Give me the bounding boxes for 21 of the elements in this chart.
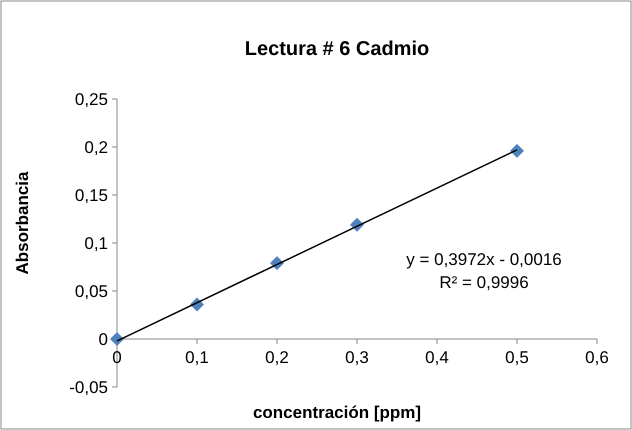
y-tick-label: 0,2 bbox=[84, 138, 108, 157]
y-tick-label: -0,05 bbox=[69, 378, 108, 397]
y-tick-label: 0,1 bbox=[84, 234, 108, 253]
annotation: y = 0,3972x - 0,0016 bbox=[406, 250, 562, 269]
y-tick-label: 0 bbox=[98, 330, 108, 349]
x-tick-label: 0 bbox=[112, 348, 122, 367]
y-tick-label: 0,05 bbox=[74, 282, 108, 301]
y-axis-title: Absorbancia bbox=[13, 170, 32, 274]
point bbox=[110, 332, 124, 346]
x-tick-label: 0,3 bbox=[345, 348, 369, 367]
y-tick-label: 0,25 bbox=[74, 90, 108, 109]
x-axis-title: concentración [ppm] bbox=[252, 403, 422, 422]
x-tick-label: 0,4 bbox=[425, 348, 449, 367]
x-tick-label: 0,5 bbox=[505, 348, 529, 367]
annotation: R² = 0,9996 bbox=[439, 273, 529, 292]
point bbox=[510, 144, 524, 158]
y-tick-label: 0,15 bbox=[74, 186, 108, 205]
x-tick-label: 0,2 bbox=[265, 348, 289, 367]
x-tick-label: 0,6 bbox=[585, 348, 609, 367]
x-tick-label: 0,1 bbox=[185, 348, 209, 367]
chart-title: Lectura # 6 Cadmio bbox=[244, 38, 430, 60]
